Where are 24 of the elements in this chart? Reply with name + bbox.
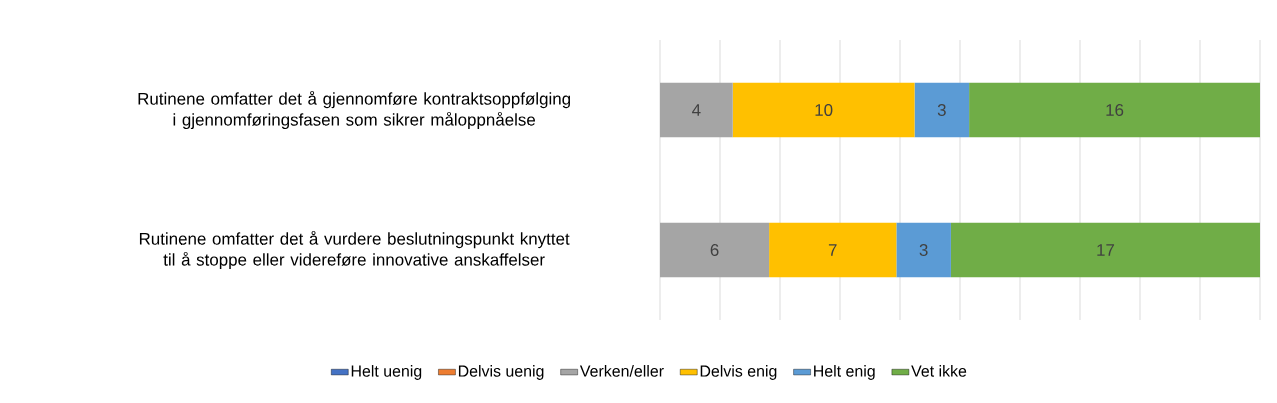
data-label: 3 (919, 244, 928, 256)
bar (660, 222, 770, 278)
data-label: 17 (1097, 244, 1115, 256)
data-label: 3 (937, 104, 946, 116)
bar (896, 222, 951, 278)
legend-label: Verken/eller (579, 365, 664, 377)
y-tick-label: Rutinene omfatter det å vurdere beslutningspunkt knyttet til å stoppe eller videreføre innovative anskaffelser (139, 230, 570, 270)
legend-label: Delvis uenig (458, 365, 544, 380)
data-label: 6 (710, 244, 719, 256)
y-tick-label: Rutinene omfatter det å gjennomføre kontraktsoppfølging i gjennomføringsfasen som sikrer måloppnåelse (138, 90, 570, 130)
bar (969, 82, 1261, 138)
bar (950, 222, 1261, 278)
data-label: 16 (1106, 104, 1124, 116)
legend-label: Delvis enig (700, 365, 777, 380)
bar (914, 82, 970, 138)
data-label: 7 (828, 244, 837, 256)
bar (660, 82, 733, 138)
bar (769, 222, 897, 278)
bar (732, 82, 915, 138)
data-label: 4 (692, 104, 701, 116)
data-label: 10 (815, 104, 833, 116)
legend-label: Helt enig (814, 365, 875, 380)
legend-label: Vet ikke (911, 365, 967, 377)
legend-label: Helt uenig (351, 365, 422, 380)
